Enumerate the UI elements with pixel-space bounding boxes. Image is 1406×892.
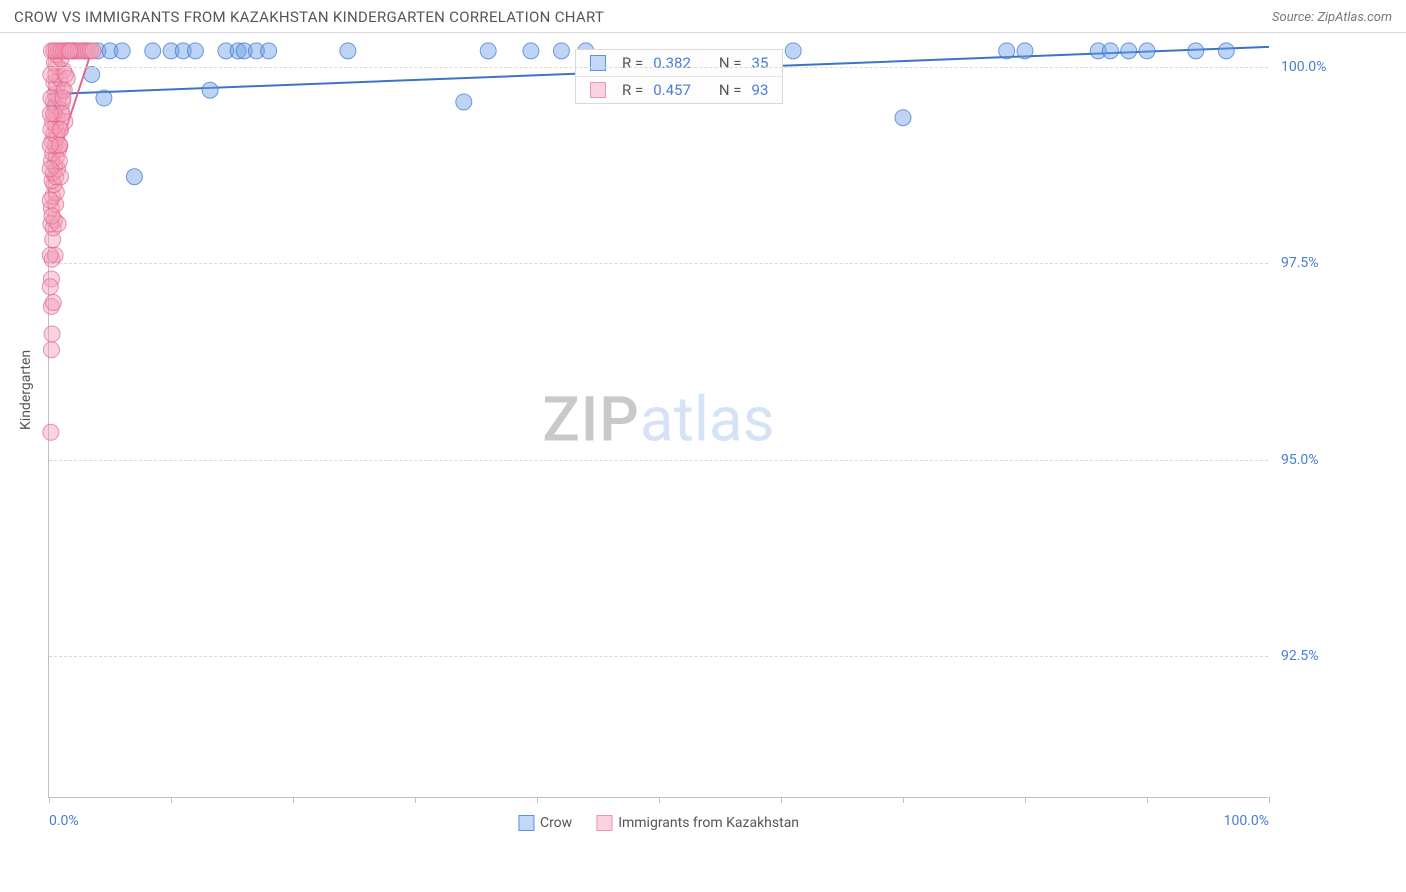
y-tick-label: 100.0% [1281, 59, 1326, 75]
data-point [456, 94, 472, 110]
r-value: 0.457 [653, 81, 691, 99]
x-tick [171, 797, 172, 803]
x-tick [49, 797, 50, 803]
plot-svg [49, 43, 1268, 797]
legend-swatch [518, 815, 534, 831]
legend-label: Crow [540, 815, 572, 831]
data-point [42, 279, 58, 295]
data-point [42, 106, 58, 122]
chart-title: CROW VS IMMIGRANTS FROM KAZAKHSTAN KINDE… [14, 8, 604, 26]
data-point [42, 247, 58, 263]
data-point [523, 43, 539, 59]
x-tick [1269, 797, 1270, 803]
data-point [43, 424, 59, 440]
n-label: N = [719, 54, 742, 72]
data-point [895, 110, 911, 126]
y-axis-label: Kindergarten [18, 350, 34, 430]
r-label: R = [622, 54, 643, 72]
data-point [1139, 43, 1155, 59]
data-point [42, 192, 58, 208]
y-tick-label: 95.0% [1281, 452, 1319, 468]
data-point [187, 43, 203, 59]
stats-row: R = 0.382 N = 35 [576, 50, 782, 76]
data-point [1017, 43, 1033, 59]
data-point [85, 43, 101, 59]
data-point [1121, 43, 1137, 59]
n-value: 35 [752, 54, 769, 72]
data-point [1188, 43, 1204, 59]
data-point [340, 43, 356, 59]
data-point [1218, 43, 1234, 59]
gridline [49, 263, 1268, 264]
data-point [96, 90, 112, 106]
data-point [43, 342, 59, 358]
x-tick [781, 797, 782, 803]
x-tick [1025, 797, 1026, 803]
data-point [480, 43, 496, 59]
data-point [145, 43, 161, 59]
x-tick-label: 100.0% [1224, 813, 1269, 829]
x-tick-label: 0.0% [49, 813, 79, 829]
gridline [49, 460, 1268, 461]
data-point [55, 90, 71, 106]
stats-row: R = 0.457 N = 93 [576, 76, 782, 103]
series-swatch [590, 82, 606, 98]
x-tick [659, 797, 660, 803]
data-point [57, 66, 73, 82]
correlation-stats-box: R = 0.382 N = 35 R = 0.457 N = 93 [575, 49, 783, 104]
source-credit: Source: ZipAtlas.com [1272, 10, 1392, 25]
x-tick [537, 797, 538, 803]
data-point [43, 66, 59, 82]
data-point [1102, 43, 1118, 59]
series-swatch [590, 55, 606, 71]
data-point [785, 43, 801, 59]
data-point [126, 169, 142, 185]
r-value: 0.382 [653, 54, 691, 72]
data-point [62, 43, 78, 59]
data-point [53, 122, 69, 138]
data-point [202, 82, 218, 98]
data-point [999, 43, 1015, 59]
gridline [49, 656, 1268, 657]
data-point [44, 208, 60, 224]
scatter-chart: ZIPatlas R =0.382N =35R =0.457N =93 Crow… [48, 43, 1268, 798]
n-label: N = [719, 81, 742, 99]
legend-label: Immigrants from Kazakhstan [618, 815, 799, 831]
data-point [45, 295, 61, 311]
data-point [114, 43, 130, 59]
x-tick [1147, 797, 1148, 803]
chart-header: CROW VS IMMIGRANTS FROM KAZAKHSTAN KINDE… [0, 0, 1406, 33]
legend-swatch [596, 815, 612, 831]
x-tick [415, 797, 416, 803]
legend-item: Immigrants from Kazakhstan [596, 815, 799, 831]
data-point [553, 43, 569, 59]
x-tick [903, 797, 904, 803]
gridline [49, 67, 1268, 68]
legend-item: Crow [518, 815, 572, 831]
r-label: R = [622, 81, 643, 99]
y-tick-label: 97.5% [1281, 255, 1319, 271]
legend: Crow Immigrants from Kazakhstan [518, 815, 799, 831]
data-point [42, 137, 58, 153]
x-tick [293, 797, 294, 803]
y-tick-label: 92.5% [1281, 648, 1319, 664]
data-point [42, 161, 58, 177]
data-point [261, 43, 277, 59]
data-point [44, 326, 60, 342]
n-value: 93 [752, 81, 769, 99]
